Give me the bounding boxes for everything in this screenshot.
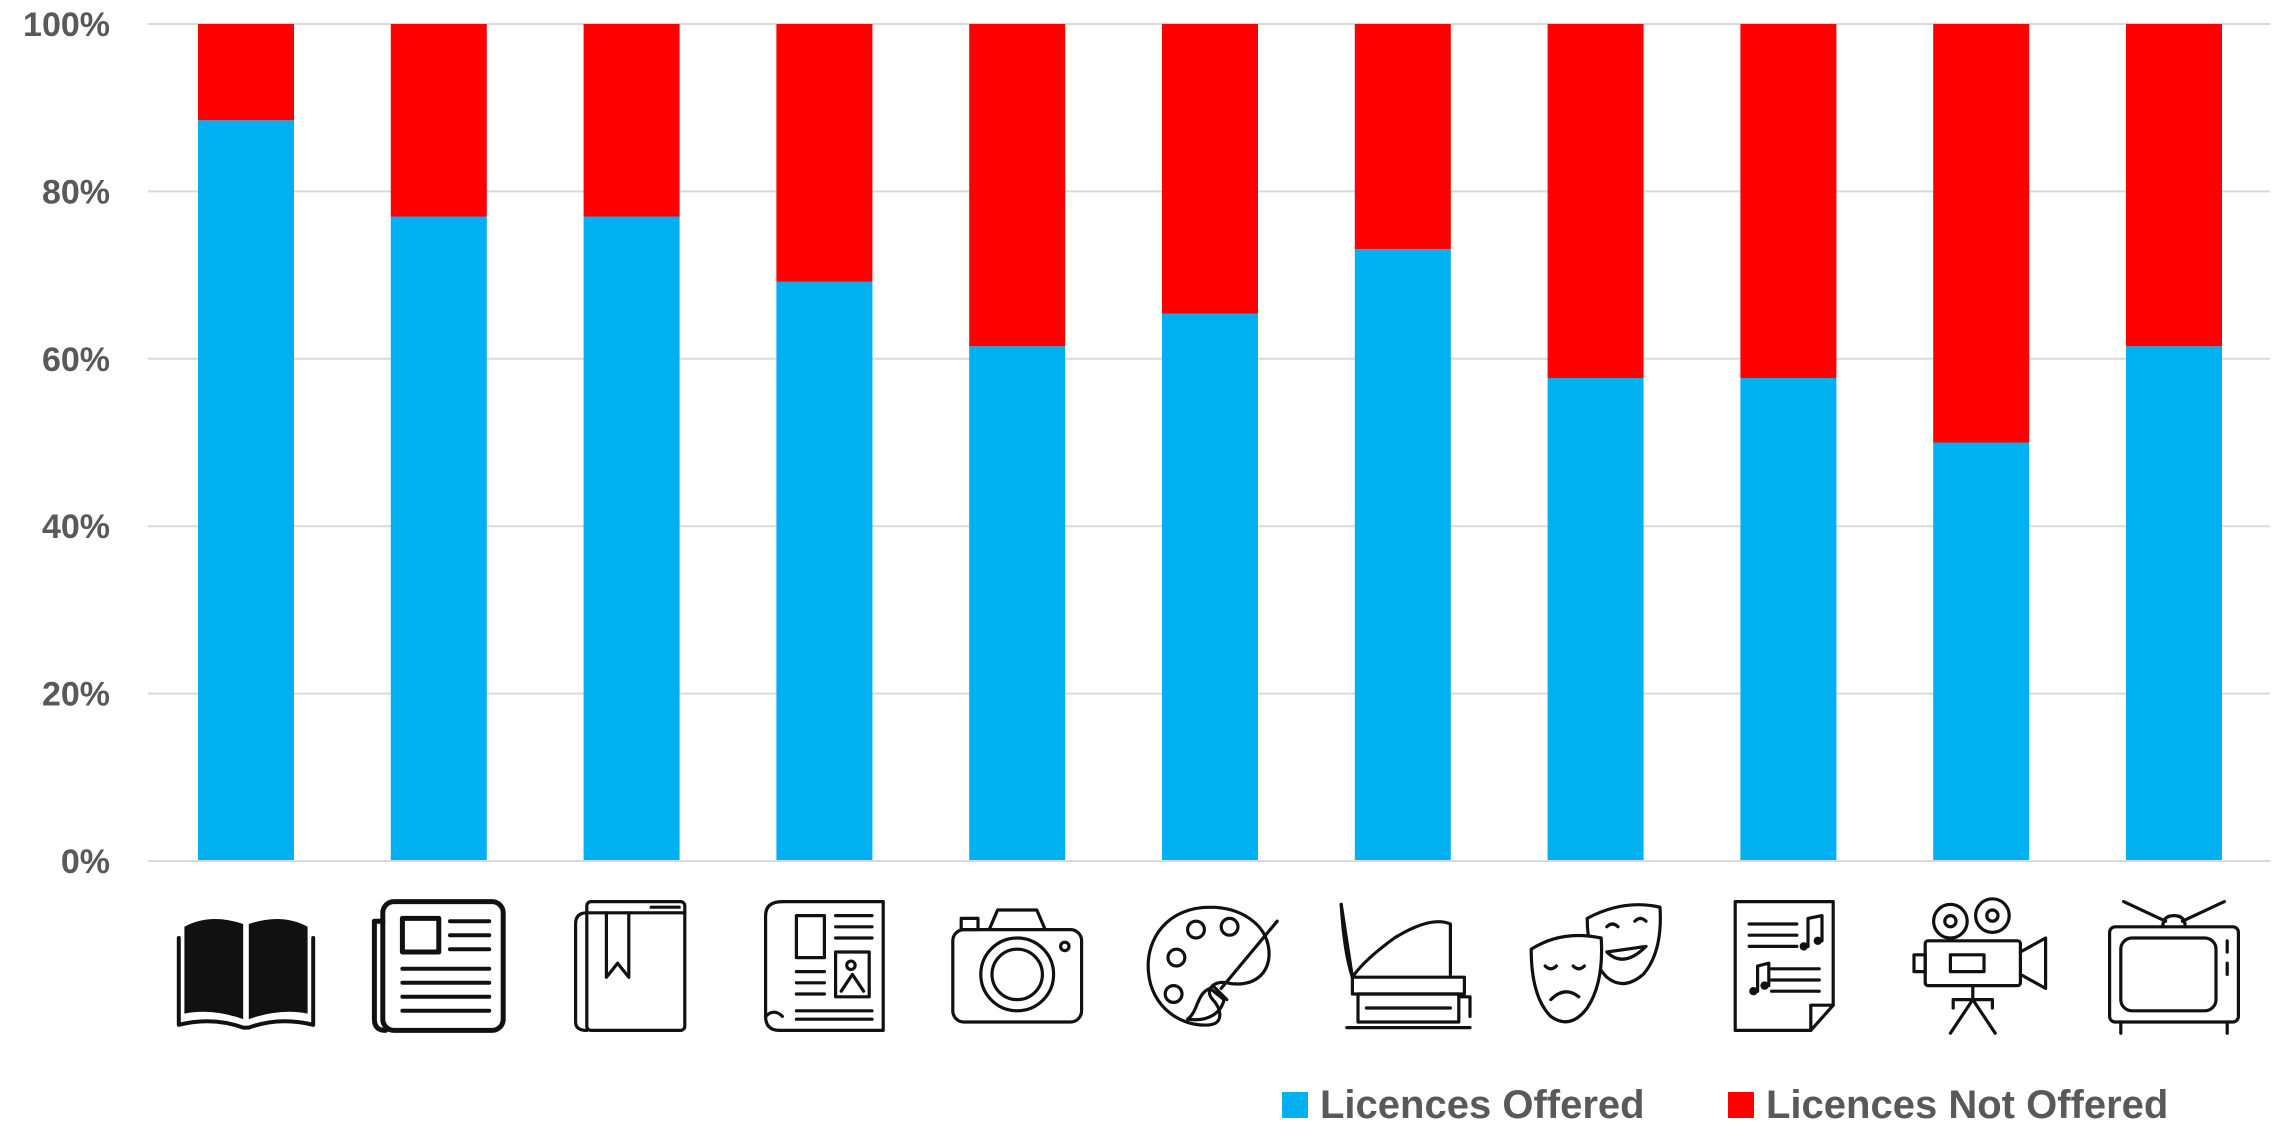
bar-offered-television <box>2126 346 2222 861</box>
bar-offered-newspaper <box>390 216 487 861</box>
newspaper-icon <box>374 902 503 1031</box>
bar-not-offered-magazine <box>776 24 873 282</box>
bar-offered-film-camera <box>1933 442 2030 861</box>
bar-not-offered-palette <box>1162 24 1258 314</box>
bars <box>198 24 2222 861</box>
bar-offered-camera <box>969 346 1066 861</box>
category-icons <box>179 899 2239 1033</box>
y-axis-tick-labels: 0% 20% 40% 60% 80% 100% <box>23 6 110 881</box>
y-tick-label: 100% <box>23 6 110 44</box>
bar-not-offered-bookmarked-book <box>583 24 680 217</box>
legend-label-not-offered: Licences Not Offered <box>1766 1083 2168 1122</box>
y-tick-label: 0% <box>61 843 110 881</box>
bookmarked-book-icon <box>576 902 685 1031</box>
bar-offered-book <box>198 120 294 861</box>
legend: Licences Offered Licences Not Offered <box>1282 1083 2168 1122</box>
gramophone-icon <box>1341 904 1470 1027</box>
y-tick-label: 40% <box>42 508 110 546</box>
open-book-icon <box>179 919 313 1028</box>
bar-offered-theatre-masks <box>1547 378 1644 861</box>
magazine-icon <box>766 902 884 1031</box>
bar-not-offered-camera <box>969 24 1066 347</box>
legend-swatch-offered <box>1282 1092 1308 1118</box>
y-tick-label: 80% <box>42 173 110 211</box>
palette-icon <box>1148 907 1277 1025</box>
film-camera-icon <box>1914 899 2046 1033</box>
bar-offered-palette <box>1162 313 1258 861</box>
y-tick-label: 60% <box>42 341 110 379</box>
sheet-music-icon <box>1735 902 1833 1031</box>
bar-offered-sheet-music <box>1740 378 1837 861</box>
bar-offered-bookmarked-book <box>583 216 680 861</box>
bar-not-offered-film-camera <box>1933 24 2030 443</box>
theatre-masks-icon <box>1531 905 1660 1022</box>
bar-not-offered-theatre-masks <box>1547 24 1644 379</box>
bar-offered-magazine <box>776 281 873 861</box>
television-icon <box>2110 902 2239 1034</box>
legend-swatch-not-offered <box>1728 1092 1754 1118</box>
bar-not-offered-book <box>198 24 294 121</box>
bar-not-offered-newspaper <box>390 24 487 217</box>
bar-offered-gramophone <box>1354 249 1451 861</box>
y-tick-label: 20% <box>42 676 110 714</box>
legend-label-offered: Licences Offered <box>1320 1083 1645 1122</box>
bar-not-offered-television <box>2126 24 2222 347</box>
bar-not-offered-sheet-music <box>1740 24 1837 379</box>
camera-icon <box>953 910 1082 1022</box>
bar-not-offered-gramophone <box>1354 24 1451 250</box>
